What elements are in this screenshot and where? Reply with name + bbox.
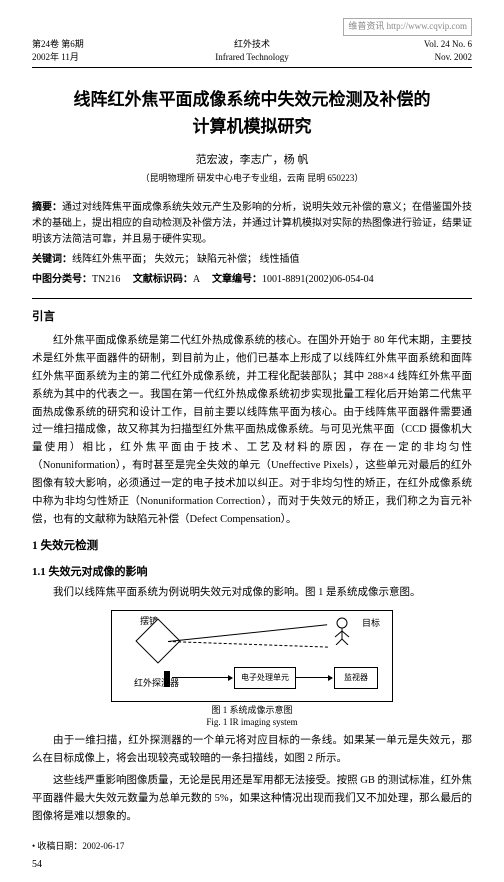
figure-1-caption-cn: 图 1 系统成像示意图 [32, 705, 472, 717]
footnote-label: 收稿日期： [37, 841, 82, 851]
ir-detector-label: 红外探测器 [134, 677, 179, 691]
journal-title-cn: 红外技术 [152, 38, 352, 52]
arrow-icon [296, 677, 332, 678]
intro-paragraph: 红外焦平面成像系统是第二代红外热成像系统的核心。在国外开始于 80 年代末期，主… [32, 332, 472, 528]
intro-heading: 引言 [32, 309, 472, 326]
monitor-box: 监视器 [334, 667, 378, 689]
affiliation: （昆明物理所 研发中心电子专业组，云南 昆明 650223） [32, 172, 472, 186]
scan-line [168, 624, 327, 642]
paper-title-line2: 计算机模拟研究 [32, 113, 472, 140]
page-number: 54 [32, 857, 472, 872]
footnote: • 收稿日期：2002-06-17 [32, 840, 472, 854]
header-vol-issue: 第24卷 第6期 [32, 38, 152, 52]
journal-title-en: Infrared Technology [152, 51, 352, 65]
articleid-label: 文章编号： [212, 274, 262, 285]
processor-box: 电子处理单元 [234, 667, 296, 689]
figure-1-diagram: 摆镜 红外探测器 电子处理单元 监视器 目标 [111, 610, 393, 702]
detector-icon [164, 671, 170, 687]
header-date-en: Nov. 2002 [352, 51, 472, 65]
header-vol-en: Vol. 24 No. 6 [352, 38, 472, 52]
target-icon [332, 617, 352, 651]
header-date-cn: 2002年 11月 [32, 51, 152, 65]
target-label: 目标 [362, 617, 380, 631]
paragraph-after-fig-1: 由于一维扫描，红外探测器的一个单元将对应目标的一条线。如果某一单元是失效元，那么… [32, 732, 472, 768]
abstract-text: 通过对线阵焦平面成像系统失效元产生及影响的分析，说明失效元补偿的意义；在借鉴国外… [32, 202, 472, 245]
divider [32, 298, 472, 299]
figure-1: 摆镜 红外探测器 电子处理单元 监视器 目标 [32, 610, 472, 728]
authors: 范宏波，李志广，杨 帆 [32, 152, 472, 169]
doccode-label: 文献标识码： [133, 274, 193, 285]
paragraph-after-fig-2: 这些线严重影响图像质量，无论是民用还是军用都无法接受。按照 GB 的测试标准，红… [32, 772, 472, 826]
articleid-value: 1001-8891(2002)06-054-04 [262, 274, 374, 285]
section-1-1-lead: 我们以线阵焦平面系统为例说明失效元对成像的影响。图 1 是系统成像示意图。 [32, 584, 472, 602]
section-1-1-heading: 1.1 失效元对成像的影响 [32, 564, 472, 581]
classification-row: 中图分类号：TN216 文献标识码：A 文章编号：1001-8891(2002)… [32, 272, 472, 288]
abstract: 摘要：通过对线阵焦平面成像系统失效元产生及影响的分析，说明失效元补偿的意义；在借… [32, 200, 472, 248]
page-header: 第24卷 第6期 2002年 11月 红外技术 Infrared Technol… [32, 38, 472, 68]
section-1-heading: 1 失效元检测 [32, 538, 472, 555]
abstract-label: 摘要： [32, 202, 62, 213]
footnote-date: 2002-06-17 [82, 841, 124, 851]
clc-label: 中图分类号： [32, 274, 92, 285]
scan-line-dashed [168, 641, 328, 648]
arrow-icon [172, 677, 232, 678]
clc-value: TN216 [92, 274, 120, 285]
keywords-row: 关键词：线阵红外焦平面； 失效元； 缺陷元补偿； 线性插值 [32, 252, 472, 268]
keywords-text: 线阵红外焦平面； 失效元； 缺陷元补偿； 线性插值 [72, 254, 300, 265]
keywords-label: 关键词： [32, 254, 72, 265]
doccode-value: A [193, 274, 200, 285]
watermark: 维普资讯 http://www.cqvip.com [343, 18, 472, 36]
paper-title-line1: 线阵红外焦平面成像系统中失效元检测及补偿的 [32, 86, 472, 113]
figure-1-caption-en: Fig. 1 IR imaging system [32, 717, 472, 729]
